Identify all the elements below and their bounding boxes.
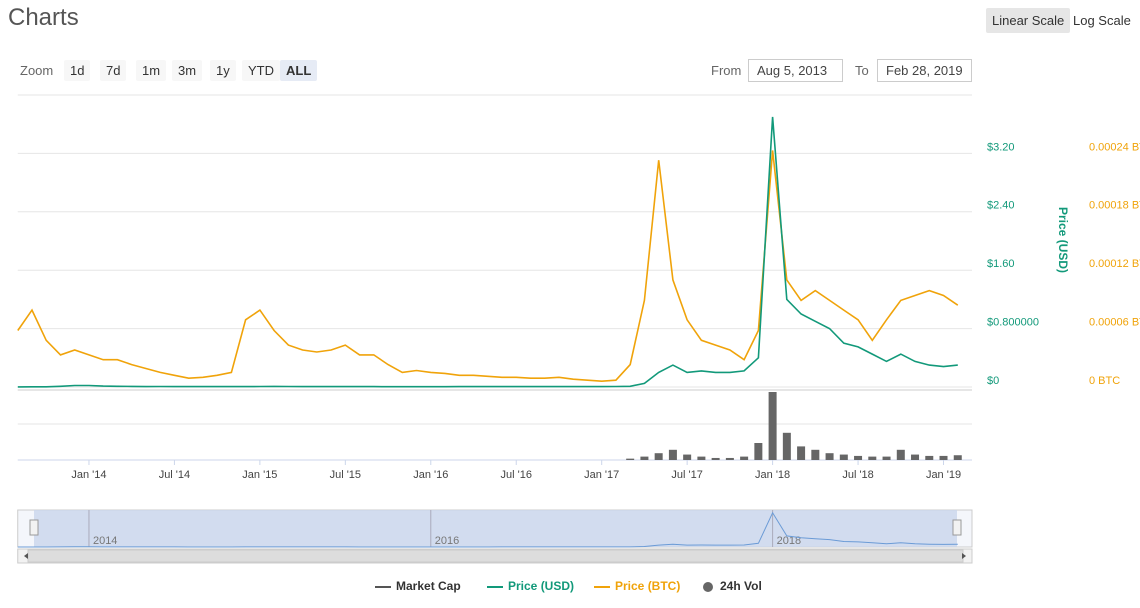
volume-bar <box>854 455 863 460</box>
volume-bar <box>754 443 763 460</box>
from-date-input[interactable]: Aug 5, 2013 <box>748 59 843 82</box>
navigator-line <box>17 511 958 548</box>
x-tick-label: Jan '19 <box>926 469 961 481</box>
y2-tick-label: 0.00024 BTC <box>1089 141 1140 153</box>
scrollbar-arrow-right <box>962 553 966 559</box>
volume-bar <box>825 453 834 460</box>
volume-bar <box>811 449 820 460</box>
scrollbar-arrow-left <box>24 553 28 559</box>
from-label: From <box>711 63 742 78</box>
linear-scale-button[interactable]: Linear Scale <box>986 8 1071 33</box>
zoom-button[interactable]: 1y <box>210 60 236 81</box>
volume-bar <box>939 455 948 460</box>
volume-bar <box>683 454 692 460</box>
zoom-label: Zoom <box>20 63 54 78</box>
y2-tick-label: 0.00012 BTC <box>1089 258 1140 270</box>
volume-bar <box>868 456 877 460</box>
volume-bar <box>896 449 905 460</box>
volume-bar <box>911 454 920 460</box>
x-tick-label: Jul '18 <box>842 469 873 481</box>
navigator-tick-label: 2016 <box>435 535 459 547</box>
x-tick-label: Jul '17 <box>671 469 702 481</box>
x-tick-label: Jan '14 <box>71 469 106 481</box>
zoom-button[interactable]: 1m <box>136 60 167 81</box>
zoom-button[interactable]: YTD <box>242 60 280 81</box>
volume-bar <box>782 432 791 460</box>
x-tick-label: Jan '17 <box>584 469 619 481</box>
navigator-tick-label: 2018 <box>777 535 801 547</box>
x-tick-label: Jan '16 <box>413 469 448 481</box>
volume-bar <box>925 455 934 460</box>
navigator-handle <box>29 519 39 536</box>
volume-bar <box>711 457 720 460</box>
scrollbar-thumb <box>27 549 964 563</box>
y-tick-label: $3.20 <box>987 141 1015 153</box>
volume-bar <box>626 458 635 460</box>
y-tick-label: $1.60 <box>987 258 1015 270</box>
volume-bar <box>839 454 848 460</box>
navigator-selection <box>34 510 957 547</box>
x-tick-label: Jul '15 <box>330 469 361 481</box>
y2-tick-label: 0.00018 BTC <box>1089 200 1140 212</box>
volume-bar <box>668 449 677 460</box>
volume-bar <box>882 456 891 460</box>
y-tick-label: $0 <box>987 375 999 387</box>
y2-tick-label: 0.00006 BTC <box>1089 317 1140 329</box>
zoom-button[interactable]: 3m <box>172 60 203 81</box>
y2-tick-label: 0 BTC <box>1089 375 1120 387</box>
y-tick-label: $0.800000 <box>987 317 1039 329</box>
x-tick-label: Jan '15 <box>242 469 277 481</box>
x-tick-label: Jan '18 <box>755 469 790 481</box>
volume-bar <box>725 457 734 460</box>
legend-label: 24h Vol <box>720 579 762 593</box>
x-tick-label: Jul '16 <box>501 469 532 481</box>
x-tick-label: Jul '14 <box>159 469 190 481</box>
y-axis-label: Price (USD) <box>1056 207 1070 273</box>
legend-label: Price (BTC) <box>615 579 680 593</box>
y-tick-label: $2.40 <box>987 200 1015 212</box>
legend-label: Market Cap <box>396 579 461 593</box>
to-date-input[interactable]: Feb 28, 2019 <box>877 59 972 82</box>
to-label: To <box>855 63 869 78</box>
navigator-handle <box>952 519 962 536</box>
volume-bar <box>768 392 777 460</box>
volume-bar <box>797 446 806 460</box>
zoom-button[interactable]: 7d <box>100 60 127 81</box>
legend-symbol <box>703 582 713 592</box>
volume-bar <box>697 456 706 460</box>
log-scale-button[interactable]: Log Scale <box>1073 13 1131 28</box>
usd-price-line <box>17 116 958 388</box>
volume-bar <box>640 456 649 460</box>
btc-price-line <box>17 150 959 383</box>
volume-bar <box>654 453 663 460</box>
volume-bar <box>953 455 962 460</box>
legend-label: Price (USD) <box>508 579 574 593</box>
zoom-button[interactable]: ALL <box>280 60 318 81</box>
page-title: Charts <box>8 4 79 31</box>
volume-bar <box>740 456 749 460</box>
navigator-tick-label: 2014 <box>93 535 117 547</box>
zoom-button[interactable]: 1d <box>64 60 91 81</box>
